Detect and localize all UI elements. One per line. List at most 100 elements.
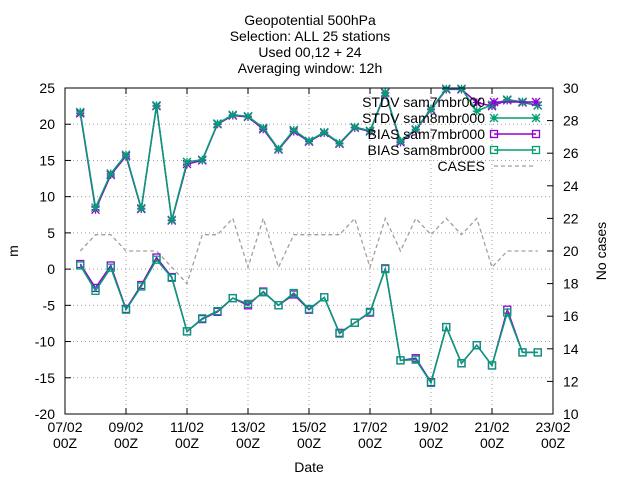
data-point [75,107,85,117]
title-line: Geopotential 500hPa [244,12,376,28]
x-tick-label: 00Z [419,435,444,451]
y2-tick-label: 10 [563,406,579,422]
data-point [472,98,482,107]
y-tick-label: 0 [47,261,55,277]
y-tick-label: -20 [35,406,55,422]
legend-label: CASES [438,158,485,174]
data-point [106,263,115,272]
data-point [531,129,541,139]
data-point [411,124,421,134]
data-point [320,293,329,302]
y-tick-label: -5 [43,297,56,313]
data-point [411,355,420,364]
axes-group: 07/0200Z09/0200Z11/0200Z13/0200Z15/0200Z… [35,80,579,451]
y2-tick-label: 28 [563,113,579,129]
y-tick-label: -10 [35,334,55,350]
data-point [259,288,268,297]
data-point [518,348,527,357]
data-point [531,145,541,155]
legend-label: BIAS sam8mbr000 [368,142,486,158]
y2-tick-label: 22 [563,210,579,226]
data-point [167,215,177,225]
data-point [258,123,268,133]
data-point [365,126,375,136]
y-tick-label: 20 [39,116,55,132]
data-point [137,282,146,291]
data-point [350,122,360,132]
data-point [503,308,512,317]
data-point [106,169,116,178]
data-point [319,127,329,137]
title-line: Averaging window: 12h [238,60,383,76]
data-point [91,286,100,295]
data-point [533,348,542,357]
data-point [182,327,192,336]
series-bias-sam7mbr000 [76,253,542,387]
series-line [79,258,538,385]
data-point [228,293,237,303]
y-tick-label: -15 [35,370,55,386]
data-point [121,150,131,160]
x-tick-label: 00Z [236,435,261,451]
y2-axis-label: No cases [593,222,609,280]
data-point [304,136,314,146]
data-point [487,361,497,370]
data-point [121,305,131,314]
data-point [441,84,451,94]
data-point [335,329,344,338]
y-axis-label: m [5,245,21,257]
data-point [380,87,390,97]
data-point [289,288,298,298]
x-tick-label: 21/02 [474,419,509,435]
legend-item: CASES [438,158,536,174]
series-cases [79,216,538,285]
data-point [152,100,161,110]
data-point [213,306,222,316]
data-point [489,97,499,107]
series-line [79,216,538,285]
data-point [243,111,253,121]
x-tick-label: 00Z [297,435,322,451]
data-point [213,119,222,128]
data-point [472,106,482,116]
x-tick-label: 00Z [480,435,505,451]
data-point [274,144,283,154]
legend-label: STDV sam7mbr000 [362,94,485,110]
data-point [531,113,541,123]
data-point [396,136,405,146]
data-point [502,95,512,105]
x-tick-label: 07/02 [47,419,82,435]
data-point [457,84,466,94]
y2-tick-label: 30 [563,80,579,96]
y2-tick-label: 18 [563,276,579,292]
x-tick-label: 11/02 [170,419,204,435]
data-point [531,97,541,107]
data-point [243,299,253,309]
data-point [228,110,238,120]
legend-label: BIAS sam7mbr000 [368,126,486,142]
data-point [274,301,283,310]
x-tick-label: 09/02 [108,419,143,435]
legend-item: STDV sam7mbr000 [362,94,541,110]
data-point [426,378,436,387]
legend-label: STDV sam8mbr000 [362,110,485,126]
title-line: Selection: ALL 25 stations [230,28,391,44]
series-bias-sam8mbr000 [76,255,542,387]
series-stdv-sam8mbr000 [75,84,543,225]
data-point [457,359,466,368]
data-point [289,125,299,135]
y-tick-label: 10 [39,189,55,205]
x-tick-label: 13/02 [230,419,265,435]
y2-tick-label: 14 [563,341,579,357]
legend-item: BIAS sam7mbr000 [368,126,541,142]
y2-tick-label: 24 [563,178,579,194]
x-tick-label: 15/02 [291,419,326,435]
data-point [489,145,499,155]
data-point [381,264,390,274]
data-point [442,322,451,332]
x-tick-label: 19/02 [413,419,448,435]
data-point [426,104,436,114]
y2-tick-label: 26 [563,145,579,161]
legend-item: BIAS sam8mbr000 [368,142,541,158]
